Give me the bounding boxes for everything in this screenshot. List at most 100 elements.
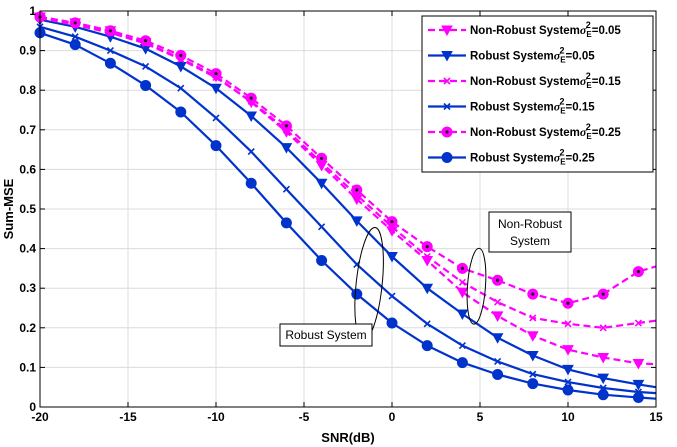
- y-tick-label: 0.7: [19, 123, 36, 137]
- data-point-marker: [280, 143, 293, 154]
- data-point-marker: [69, 17, 81, 29]
- marker-center-dot: [601, 292, 605, 296]
- data-point-marker: [177, 84, 185, 92]
- data-point-marker: [175, 106, 187, 118]
- data-point-marker: [564, 378, 572, 386]
- legend-label: Robust SystemσE2=0.15: [470, 97, 595, 116]
- x-tick-label: -20: [31, 410, 49, 424]
- marker-center-dot: [73, 21, 77, 25]
- data-point-marker: [106, 47, 114, 55]
- data-point-marker: [529, 370, 537, 378]
- y-axis-label: Sum-MSE: [1, 178, 16, 239]
- data-point-marker: [632, 391, 644, 403]
- data-point-marker: [562, 297, 574, 309]
- marker-center-dot: [284, 124, 288, 128]
- marker-center-dot: [320, 156, 324, 160]
- legend-label: Non-Robust SystemσE2=0.25: [470, 122, 621, 141]
- marker-stroke: [423, 320, 431, 328]
- data-point-marker: [443, 102, 451, 111]
- data-point-marker: [441, 126, 453, 138]
- x-tick-label: 0: [389, 410, 396, 424]
- x-axis-label: SNR(dB): [321, 430, 374, 445]
- marker-center-dot: [179, 53, 183, 57]
- data-point-marker: [529, 314, 537, 322]
- data-point-marker: [494, 357, 502, 366]
- tick-layer: -20 -15 -10 -5 0 5 10 15 0 0.1 0.2 0.3 0.4 0.5 0.6 0.7 0…: [19, 4, 663, 424]
- non-robust-callout-box: [488, 211, 572, 253]
- data-point-marker: [71, 33, 79, 41]
- series-layer: [34, 11, 657, 403]
- marker-stroke: [458, 342, 466, 350]
- marker-center-dot: [425, 245, 429, 249]
- x-tick-label: -10: [207, 410, 225, 424]
- data-point-marker: [386, 252, 398, 263]
- y-tick-label: 0.3: [19, 281, 36, 295]
- data-point-marker: [316, 152, 328, 164]
- marker-stroke: [247, 148, 255, 156]
- marker-stroke: [282, 185, 290, 193]
- data-point-marker: [441, 51, 453, 62]
- x-tick-label: 5: [477, 410, 484, 424]
- data-point-marker: [104, 57, 116, 69]
- marker-stroke: [212, 114, 220, 122]
- data-point-marker: [175, 49, 187, 61]
- y-tick-label: 0.5: [19, 202, 36, 216]
- data-point-marker: [527, 378, 539, 390]
- data-point-marker: [492, 369, 504, 381]
- data-point-marker: [632, 358, 645, 370]
- data-point-marker: [388, 292, 396, 300]
- data-point-marker: [423, 320, 431, 328]
- data-point-marker: [443, 77, 451, 85]
- marker-center-dot: [144, 39, 148, 43]
- marker-stroke: [458, 278, 466, 286]
- legend-entry: Non-Robust SystemσE2=0.15: [428, 71, 621, 90]
- y-tick-label: 0.8: [19, 83, 36, 97]
- data-point-marker: [634, 319, 642, 327]
- marker-center-dot: [460, 266, 464, 270]
- data-point-marker: [562, 345, 574, 356]
- data-point-marker: [562, 384, 574, 396]
- marker-stroke: [443, 77, 451, 85]
- data-point-marker: [597, 288, 609, 300]
- legend-entry: Robust SystemσE2=0.05: [428, 46, 595, 65]
- legend-entry: Non-Robust SystemσE2=0.25: [428, 122, 621, 141]
- robust-callout-box: [279, 323, 373, 347]
- data-point-marker: [140, 79, 152, 91]
- data-point-marker: [174, 61, 187, 73]
- data-point-marker: [210, 83, 222, 95]
- x-tick-label: 15: [649, 410, 663, 424]
- data-point-marker: [316, 254, 328, 266]
- data-point-marker: [423, 252, 431, 261]
- data-point-marker: [492, 274, 504, 286]
- data-point-marker: [456, 309, 469, 320]
- data-point-marker: [318, 223, 326, 231]
- data-point-marker: [562, 364, 574, 376]
- data-point-marker: [210, 68, 222, 80]
- data-point-marker: [526, 331, 539, 342]
- data-point-marker: [315, 178, 328, 190]
- x-tick-label: -5: [299, 410, 310, 424]
- data-point-marker: [599, 324, 607, 332]
- marker-stroke: [529, 314, 537, 322]
- data-point-marker: [212, 114, 220, 122]
- data-point-marker: [245, 177, 257, 189]
- y-tick-label: 0.1: [19, 360, 36, 374]
- data-series: [36, 23, 657, 396]
- y-tick-label: 1: [29, 4, 36, 18]
- data-point-marker: [564, 320, 572, 328]
- data-point-marker: [597, 389, 609, 401]
- data-point-marker: [104, 25, 116, 37]
- marker-stroke: [494, 298, 502, 306]
- data-point-marker: [245, 111, 258, 122]
- data-point-marker: [245, 92, 257, 104]
- data-point-marker: [441, 152, 453, 163]
- y-tick-label: 0: [29, 400, 36, 414]
- legend-label: Robust SystemσE2=0.25: [470, 148, 595, 167]
- marker-center-dot: [355, 188, 359, 192]
- data-point-marker: [456, 357, 468, 369]
- data-point-marker: [458, 278, 466, 286]
- legend-entry: Robust SystemσE2=0.25: [428, 148, 595, 167]
- data-point-marker: [632, 266, 644, 278]
- marker-stroke: [564, 320, 572, 328]
- data-point-marker: [142, 62, 150, 71]
